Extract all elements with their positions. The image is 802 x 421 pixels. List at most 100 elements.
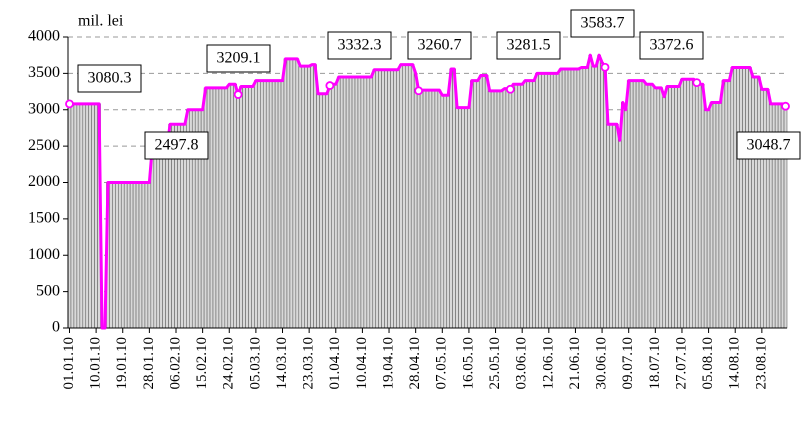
data-label-box: [144, 131, 209, 160]
bar: [254, 80, 258, 329]
bar: [274, 80, 279, 329]
bar: [591, 65, 595, 329]
y-tick-label: 2500: [28, 137, 60, 154]
bar: [638, 80, 643, 329]
point-marker: [65, 99, 74, 109]
bar: [132, 182, 137, 329]
bar: [458, 107, 462, 329]
point-marker: [233, 90, 243, 99]
bar: [597, 54, 601, 329]
bar: [748, 67, 752, 329]
bar: [478, 75, 483, 329]
bar: [378, 69, 382, 329]
bar: [342, 76, 347, 329]
bar: [322, 93, 326, 329]
bar: [156, 145, 161, 329]
point-marker: [600, 62, 610, 72]
bar: [354, 76, 359, 329]
bar: [686, 78, 690, 329]
bar: [464, 107, 468, 329]
bar: [277, 80, 282, 329]
bar: [594, 65, 598, 329]
bar: [549, 73, 554, 329]
y-tick-label: 4000: [28, 28, 60, 45]
bar: [647, 83, 652, 329]
bar: [609, 124, 613, 329]
bar: [757, 76, 761, 329]
bar: [561, 68, 566, 329]
bar: [422, 89, 427, 329]
bar: [461, 107, 465, 329]
bar: [91, 103, 95, 329]
bar: [659, 87, 664, 329]
bar: [440, 94, 445, 329]
line: [69, 53, 787, 330]
bar: [674, 86, 678, 329]
bar: [544, 73, 548, 329]
bar: [331, 83, 335, 329]
bar: [739, 67, 743, 329]
bar: [582, 67, 587, 329]
y-tick-label: 1000: [28, 246, 60, 263]
bar: [499, 90, 504, 329]
bar: [357, 76, 362, 329]
bar: [82, 103, 87, 329]
y-axis-label: mil. lei: [78, 13, 124, 30]
bar: [585, 67, 590, 329]
bar: [689, 78, 693, 329]
x-tick-label: 12.06.10: [540, 337, 556, 390]
data-label: 3281.5: [507, 37, 551, 54]
bar: [694, 82, 699, 329]
bar: [547, 73, 551, 329]
bar: [407, 64, 412, 329]
bar: [215, 87, 220, 329]
bar: [390, 69, 394, 329]
bar: [316, 93, 320, 329]
bar: [570, 68, 575, 329]
x-tick-label: 28.01.10: [141, 337, 157, 390]
bar: [650, 83, 655, 329]
bar: [118, 182, 122, 329]
x-tick-label: 01.04.10: [327, 337, 343, 390]
bar: [520, 83, 524, 329]
bar: [644, 83, 649, 329]
bar: [692, 78, 696, 329]
x-tick-label: 06.02.10: [167, 337, 183, 390]
bar: [162, 145, 166, 329]
bar: [289, 58, 294, 329]
bar: [632, 80, 637, 329]
bar: [375, 69, 379, 329]
data-label-box: [407, 31, 472, 60]
data-label-box: [206, 44, 271, 73]
bar: [629, 80, 634, 329]
bar: [245, 86, 249, 329]
point-marker: [505, 84, 515, 94]
data-label-box: [736, 131, 801, 160]
bar: [159, 145, 163, 329]
bar: [517, 83, 522, 329]
bar: [325, 93, 329, 329]
bar: [260, 80, 264, 329]
x-tick-label: 01.01.10: [61, 337, 77, 390]
bar: [381, 69, 385, 329]
bar: [286, 58, 291, 329]
bar: [257, 80, 261, 329]
bar: [555, 73, 560, 329]
bar: [623, 109, 628, 329]
bar: [251, 86, 255, 329]
x-tick-label: 15.02.10: [194, 337, 210, 390]
bar: [612, 124, 616, 329]
bar: [88, 103, 92, 329]
bar: [514, 83, 519, 329]
bar: [532, 80, 536, 329]
x-tick-label: 24.02.10: [221, 337, 237, 390]
bar: [336, 76, 341, 329]
bar: [147, 182, 152, 329]
x-tick-label: 25.05.10: [487, 337, 503, 390]
bar: [73, 103, 78, 329]
bar: [665, 86, 669, 329]
data-label: 3332.3: [338, 37, 382, 54]
bar: [677, 86, 681, 329]
x-tick-label: 10.01.10: [88, 337, 104, 390]
data-label: 3209.1: [217, 50, 261, 67]
